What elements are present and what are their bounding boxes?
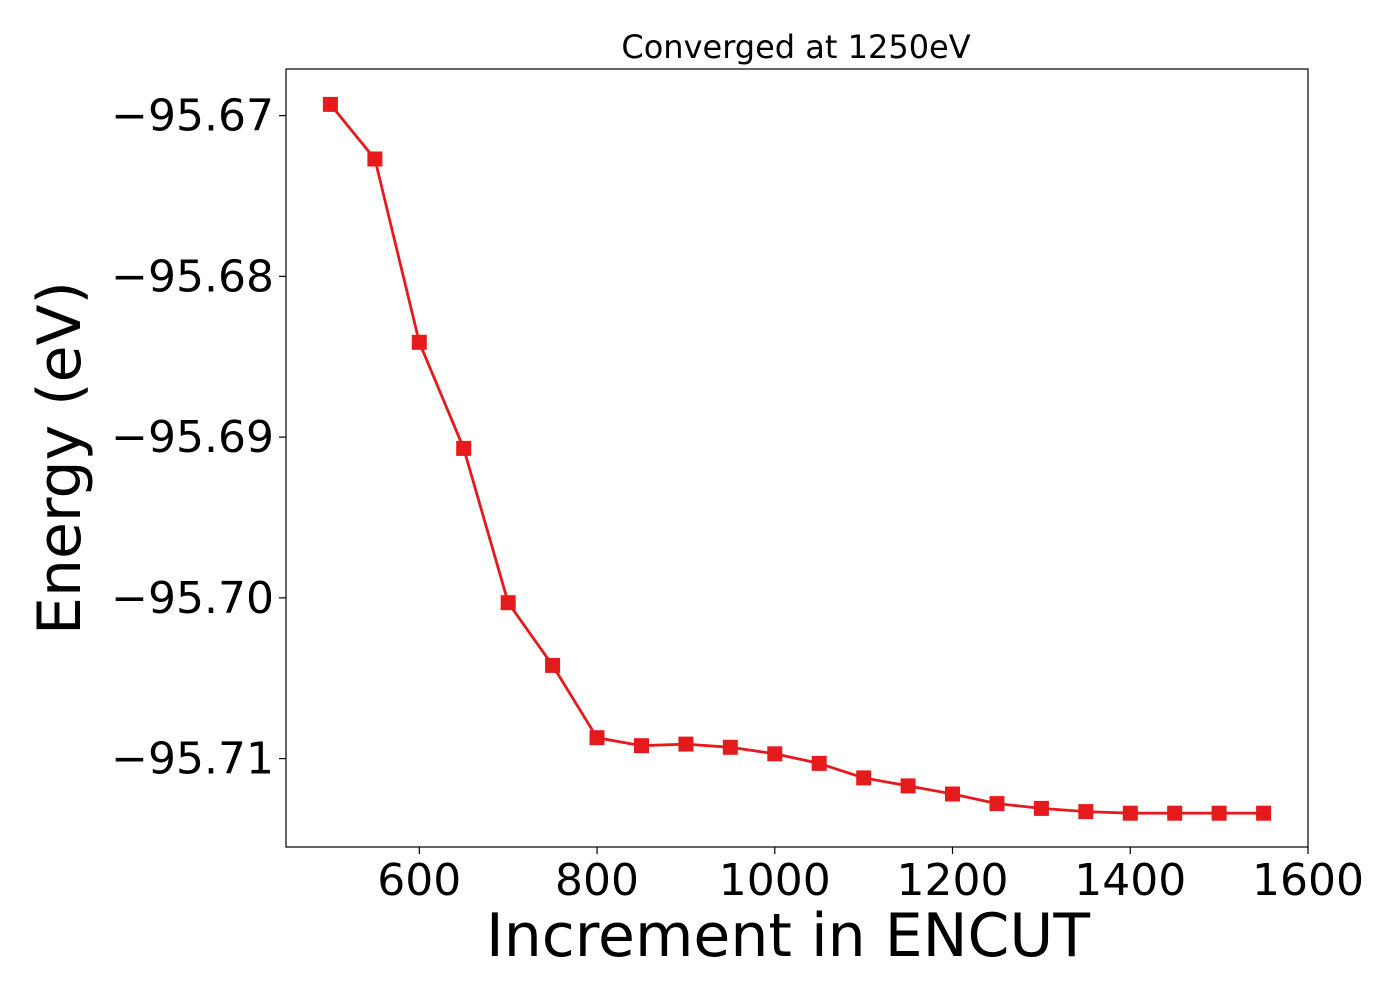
y-axis-label: Energy (eV) (25, 281, 95, 635)
x-axis: 600 800 1000 1200 1400 1600 (377, 847, 1364, 906)
y-tick-label: −95.70 (111, 573, 274, 624)
series-line (329, 103, 1264, 815)
y-tick-label: −95.68 (111, 251, 274, 302)
data-point (367, 151, 383, 167)
x-axis-label: Increment in ENCUT (486, 901, 1090, 971)
x-tick-label: 1000 (719, 855, 831, 906)
chart-title: Converged at 1250eV (621, 28, 970, 66)
y-tick-label: −95.71 (111, 734, 274, 785)
data-point (1256, 805, 1272, 821)
data-point (900, 778, 916, 794)
y-tick-label: −95.67 (111, 91, 274, 142)
y-axis: −95.67 −95.68 −95.69 −95.70 −95.71 (111, 91, 286, 785)
x-tick-label: 600 (377, 855, 461, 906)
x-tick-label: 1600 (1252, 855, 1364, 906)
data-point (545, 657, 561, 673)
data-point (456, 440, 472, 456)
data-point (322, 96, 338, 112)
data-point (411, 334, 427, 350)
data-point (634, 738, 649, 754)
data-point (589, 730, 605, 746)
data-point (678, 736, 694, 752)
data-point (1122, 805, 1138, 821)
plot-area (285, 68, 1309, 848)
data-point (1211, 805, 1227, 821)
y-tick-label: −95.69 (111, 412, 274, 463)
x-tick-label: 1400 (1074, 855, 1186, 906)
data-point (1167, 805, 1183, 821)
data-point (811, 755, 827, 771)
data-point (722, 739, 738, 755)
series-layer (322, 96, 1272, 821)
data-point (856, 770, 872, 786)
data-point (767, 746, 783, 762)
x-tick-label: 800 (555, 855, 639, 906)
data-point (1033, 800, 1049, 816)
data-point (1078, 804, 1094, 820)
data-point (945, 786, 960, 802)
x-tick-label: 1200 (897, 855, 1009, 906)
data-point (500, 595, 516, 611)
data-point (989, 796, 1005, 812)
